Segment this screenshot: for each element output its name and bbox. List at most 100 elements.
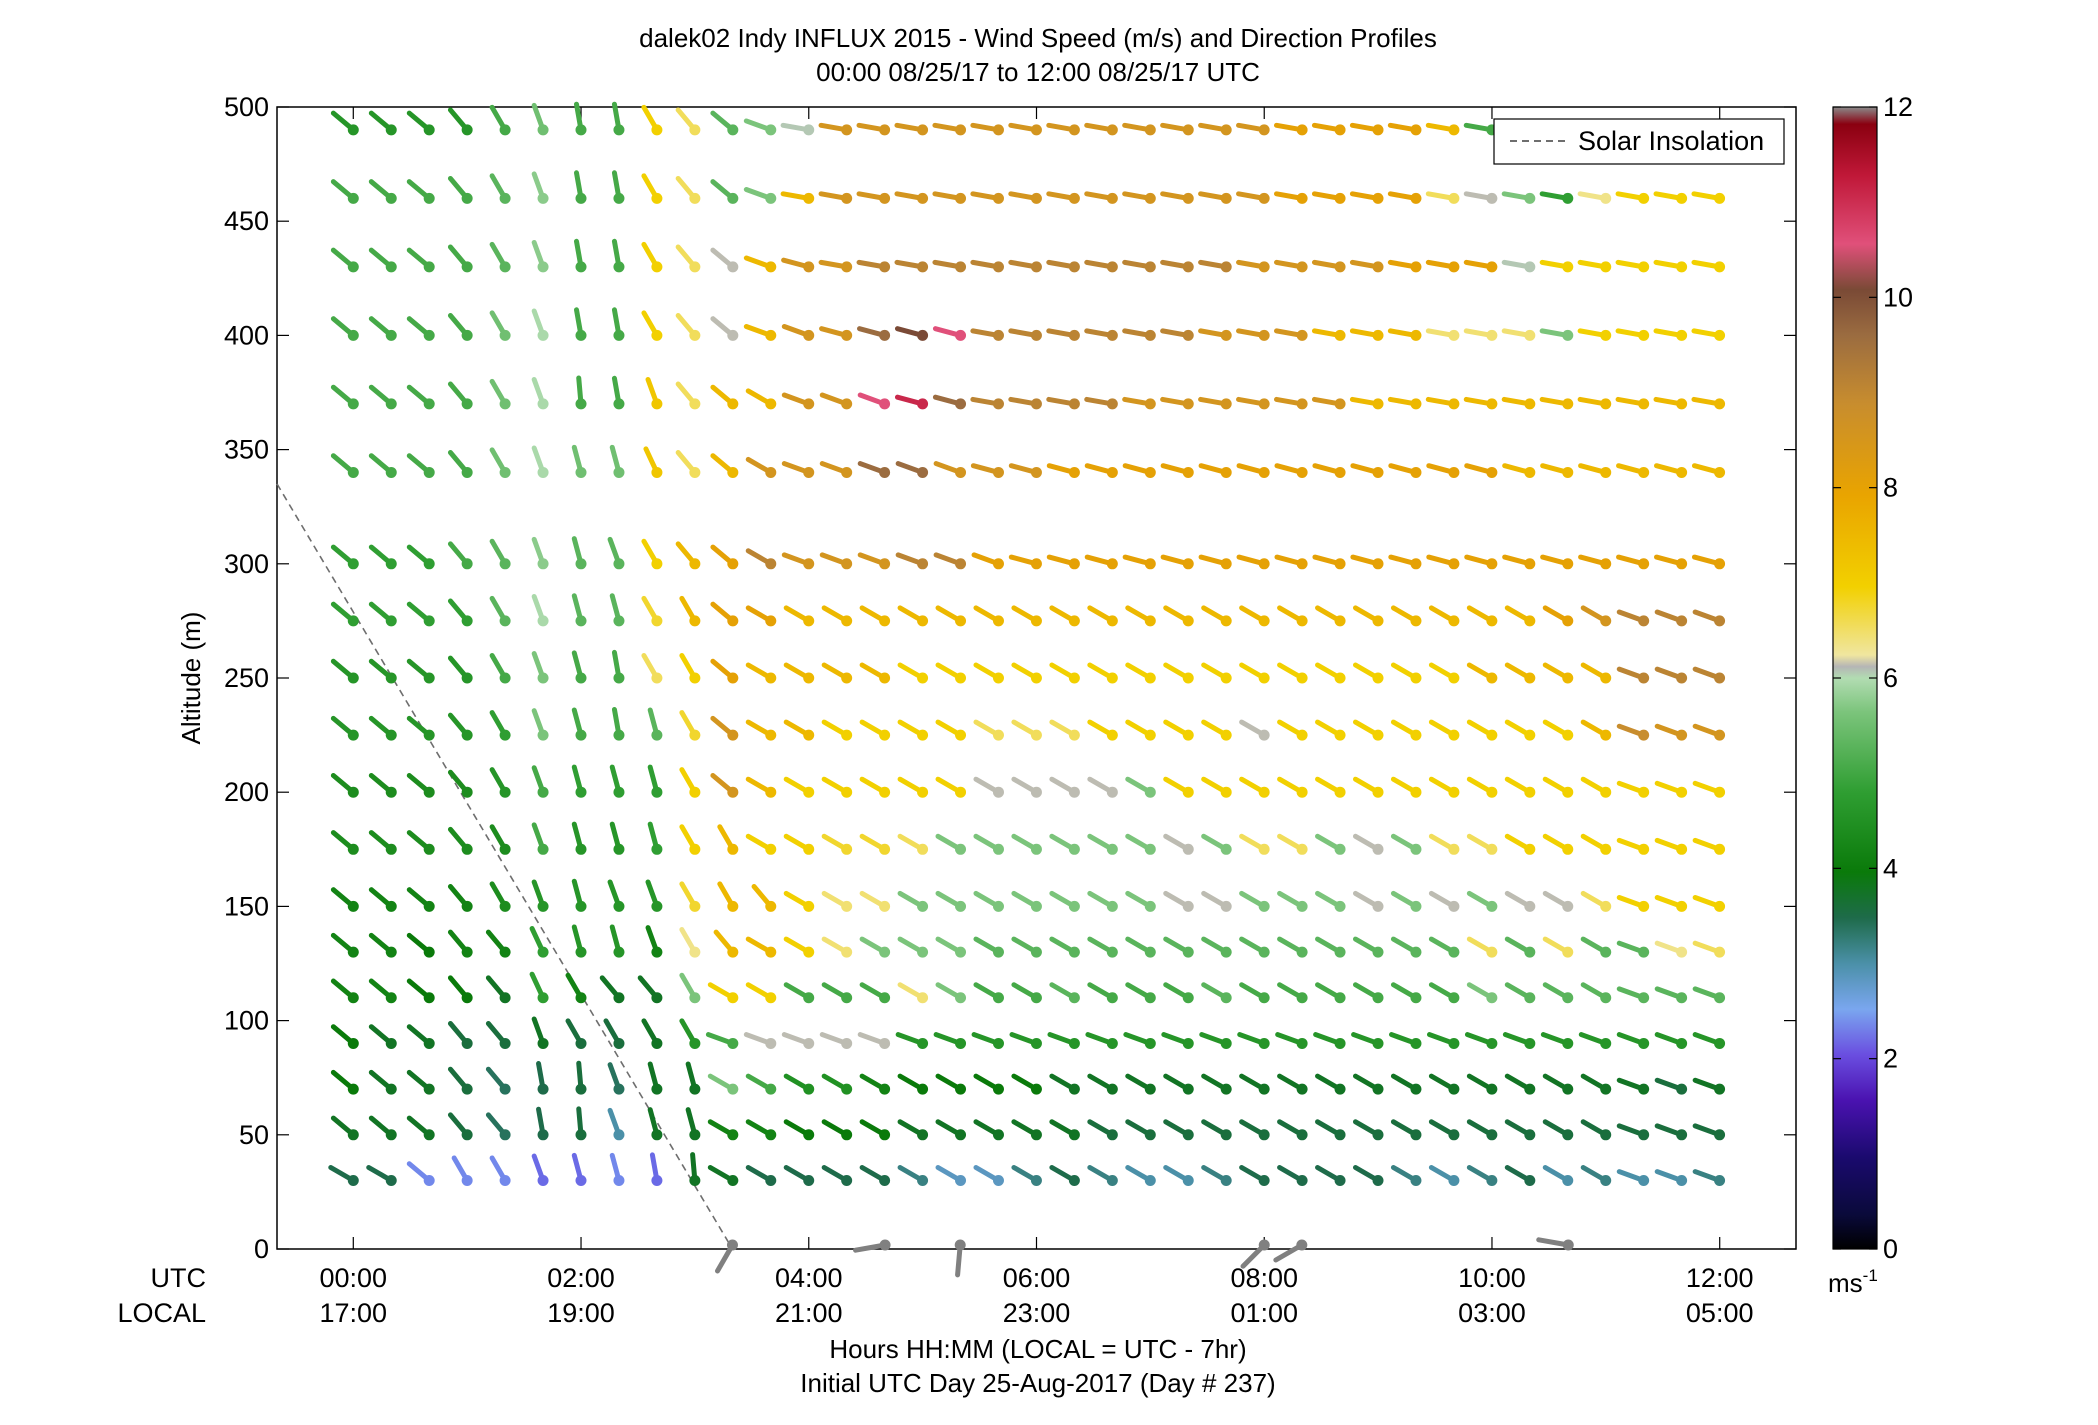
wind-barb: [645, 925, 663, 958]
wind-barb: [485, 1021, 511, 1049]
wind-barb: [1201, 605, 1232, 627]
wind-barb: [973, 982, 1004, 1004]
wind-barb: [406, 316, 435, 341]
barb-dot: [1410, 124, 1422, 136]
barb-dot: [917, 946, 929, 958]
barb-dot: [385, 1129, 397, 1141]
barb-dot: [879, 329, 891, 341]
barb-dot: [917, 1083, 929, 1095]
barb-dot: [689, 615, 701, 627]
wind-barb: [819, 552, 853, 570]
y-tick-label: 100: [224, 1006, 269, 1036]
barb-dot: [347, 1037, 359, 1049]
wind-barb: [1542, 1119, 1574, 1141]
barb-dot: [879, 398, 891, 410]
wind-barb: [895, 552, 929, 570]
barb-dot: [1524, 558, 1536, 570]
barb-dot: [1676, 1037, 1688, 1049]
barb-dot: [1410, 1083, 1422, 1095]
barb-dot: [1524, 843, 1536, 855]
wind-barb: [531, 1016, 549, 1049]
wind-barb: [1277, 982, 1308, 1004]
wind-barb: [745, 456, 777, 478]
barb-dot: [1296, 992, 1308, 1004]
barb-dot: [992, 729, 1004, 741]
barb-dot: [1600, 672, 1612, 684]
wind-barb: [1087, 982, 1118, 1004]
wind-barb: [1654, 609, 1688, 627]
x-row-label-local: LOCAL: [117, 1298, 206, 1328]
wind-barb: [935, 890, 967, 912]
barb-dot: [992, 192, 1004, 204]
barb-dot: [1106, 1083, 1118, 1095]
barb-dot: [992, 1174, 1004, 1186]
barb-dot: [1448, 946, 1460, 958]
wind-barb: [1464, 1032, 1498, 1049]
wind-barb: [485, 975, 511, 1004]
barb-dot: [1030, 786, 1042, 798]
wind-barb: [1011, 1119, 1042, 1141]
wind-barb: [330, 544, 359, 570]
barb-dot: [347, 466, 359, 478]
barb-dot: [423, 946, 435, 958]
wind-barb: [933, 461, 967, 478]
wind-barb: [1616, 837, 1650, 855]
barb-dot: [1258, 261, 1270, 273]
wind-barb: [818, 259, 853, 273]
barb-dot: [1220, 261, 1232, 273]
barb-dot: [385, 398, 397, 410]
barb-dot: [613, 398, 625, 410]
barb-dot: [1258, 192, 1270, 204]
barb-dot: [1486, 329, 1498, 341]
barb-dot: [499, 672, 511, 684]
barb-dot: [1600, 615, 1612, 627]
barb-dot: [1372, 124, 1384, 136]
wind-barb: [743, 118, 777, 136]
barb-dot: [1106, 1174, 1118, 1186]
barb-dot: [1562, 786, 1574, 798]
barb-dot: [1372, 261, 1384, 273]
wind-barb: [1616, 1077, 1650, 1095]
wind-barb: [571, 650, 587, 684]
wind-barb: [857, 326, 891, 341]
barb-dot: [1562, 729, 1574, 741]
barb-dot: [1486, 1129, 1498, 1141]
wind-barb: [1615, 259, 1650, 273]
wind-barb: [675, 244, 701, 273]
barb-dot: [613, 1129, 625, 1141]
wind-barb: [1087, 776, 1118, 798]
barb-dot: [879, 558, 891, 570]
wind-barb: [406, 110, 435, 136]
barb-dot: [803, 1083, 815, 1095]
barb-dot: [1600, 1174, 1612, 1186]
barb-dot: [1714, 398, 1726, 410]
barb-dot: [1334, 1037, 1346, 1049]
wind-barb: [821, 890, 853, 912]
wind-barb: [857, 392, 891, 410]
wind-barb: [973, 1119, 1004, 1141]
wind-barb: [1352, 776, 1384, 798]
wind-barb: [1654, 986, 1688, 1004]
barb-dot: [1296, 558, 1308, 570]
wind-barb: [330, 772, 359, 798]
barb-dot: [1106, 615, 1118, 627]
barb-dot: [955, 615, 967, 627]
barb-dot: [1372, 1083, 1384, 1095]
barb-dot: [1486, 900, 1498, 912]
wind-barb: [366, 1164, 397, 1186]
barb-dot: [841, 329, 853, 341]
barb-dot: [575, 1174, 587, 1186]
wind-barb: [447, 541, 473, 570]
barb-dot: [1258, 398, 1270, 410]
wind-barb: [447, 175, 473, 204]
wind-barb: [859, 936, 891, 958]
barb-dot: [423, 900, 435, 912]
wind-barb: [897, 890, 929, 912]
barb-dot: [955, 786, 967, 798]
wind-barb: [1011, 662, 1042, 684]
wind-barb: [1616, 986, 1650, 1004]
wind-barb: [406, 658, 435, 684]
barb-dot: [1676, 558, 1688, 570]
barb-dot: [1486, 672, 1498, 684]
wind-barb: [1616, 554, 1650, 570]
